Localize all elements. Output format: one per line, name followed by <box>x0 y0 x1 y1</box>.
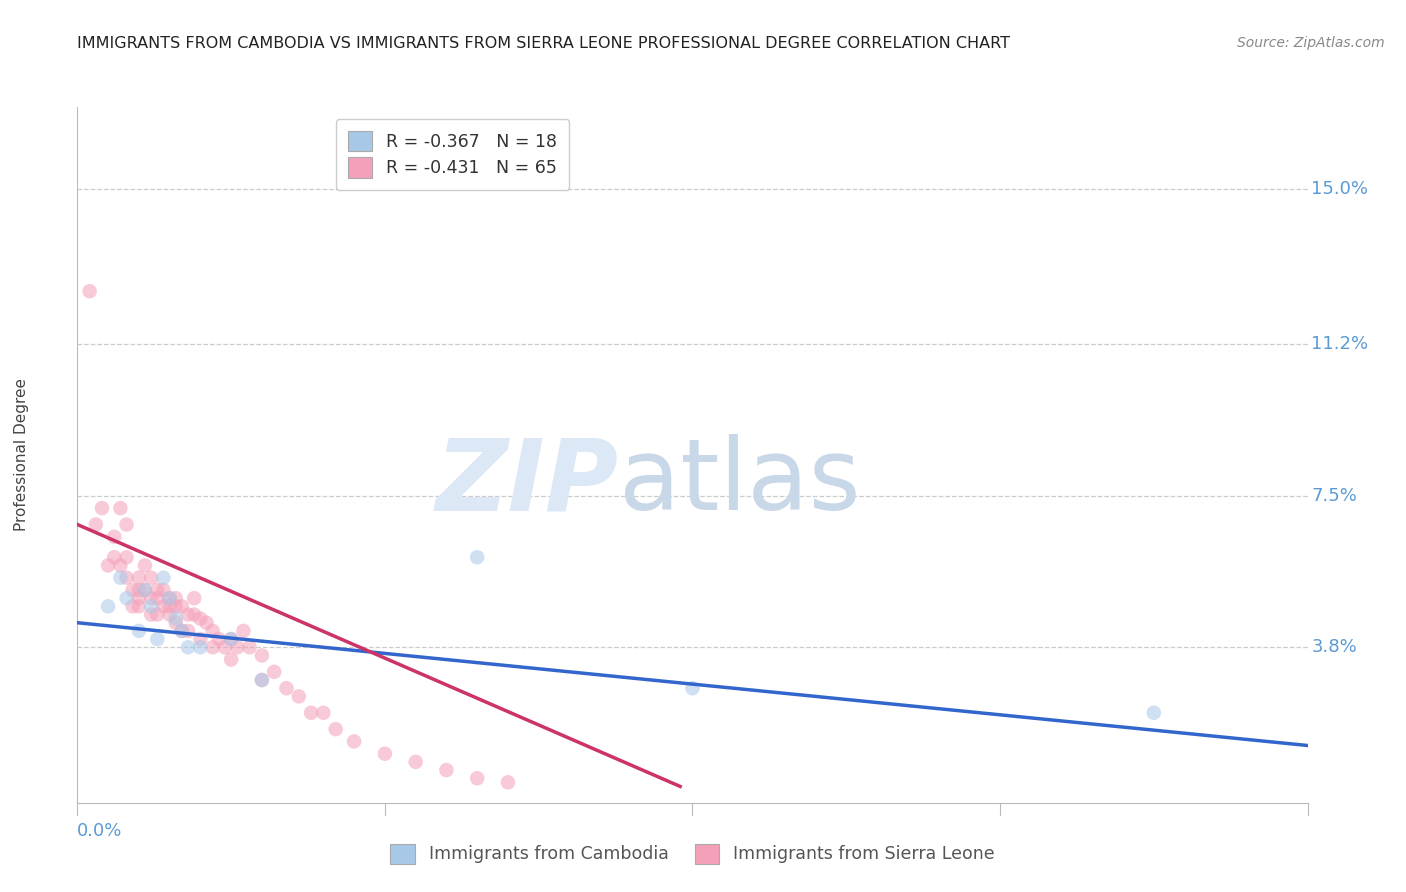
Point <box>170 599 193 614</box>
Point <box>219 632 242 646</box>
Point <box>141 571 163 585</box>
Point <box>152 571 174 585</box>
Point <box>325 722 347 736</box>
Point <box>146 632 169 646</box>
Point <box>170 624 193 638</box>
Point <box>343 734 366 748</box>
Point <box>128 624 150 638</box>
Point <box>214 640 236 655</box>
Point <box>226 640 249 655</box>
Text: atlas: atlas <box>619 434 860 532</box>
Point <box>128 571 150 585</box>
Text: Professional Degree: Professional Degree <box>14 378 30 532</box>
Point <box>152 582 174 597</box>
Point <box>195 615 218 630</box>
Text: IMMIGRANTS FROM CAMBODIA VS IMMIGRANTS FROM SIERRA LEONE PROFESSIONAL DEGREE COR: IMMIGRANTS FROM CAMBODIA VS IMMIGRANTS F… <box>77 36 1011 51</box>
Point <box>128 599 150 614</box>
Point <box>84 517 107 532</box>
Point <box>682 681 704 696</box>
Point <box>312 706 335 720</box>
Point <box>165 612 187 626</box>
Point <box>208 632 231 646</box>
Point <box>159 591 181 606</box>
Point <box>1143 706 1166 720</box>
Point <box>115 517 138 532</box>
Point <box>146 582 169 597</box>
Point <box>115 591 138 606</box>
Point <box>110 571 132 585</box>
Point <box>288 690 311 704</box>
Point <box>110 558 132 573</box>
Point <box>79 284 101 298</box>
Point <box>134 558 156 573</box>
Point <box>177 607 200 622</box>
Point <box>121 582 143 597</box>
Point <box>146 607 169 622</box>
Point <box>188 640 212 655</box>
Point <box>177 624 200 638</box>
Point <box>405 755 427 769</box>
Text: 0.0%: 0.0% <box>77 822 122 840</box>
Point <box>134 582 156 597</box>
Point <box>188 632 212 646</box>
Point <box>165 591 187 606</box>
Legend: Immigrants from Cambodia, Immigrants from Sierra Leone: Immigrants from Cambodia, Immigrants fro… <box>380 833 1005 874</box>
Point <box>299 706 322 720</box>
Point <box>170 624 193 638</box>
Point <box>165 599 187 614</box>
Point <box>103 550 125 565</box>
Point <box>90 501 114 516</box>
Point <box>183 591 205 606</box>
Point <box>219 632 242 646</box>
Point <box>128 582 150 597</box>
Point <box>496 775 519 789</box>
Point <box>232 624 254 638</box>
Point <box>141 591 163 606</box>
Point <box>110 501 132 516</box>
Point <box>183 607 205 622</box>
Point <box>177 640 200 655</box>
Point <box>374 747 396 761</box>
Point <box>159 591 181 606</box>
Text: 11.2%: 11.2% <box>1312 335 1368 353</box>
Point <box>263 665 285 679</box>
Text: 15.0%: 15.0% <box>1312 180 1368 198</box>
Text: 3.8%: 3.8% <box>1312 639 1357 657</box>
Point <box>97 558 120 573</box>
Point <box>115 550 138 565</box>
Point <box>250 673 273 687</box>
Point <box>465 771 488 785</box>
Point <box>159 599 181 614</box>
Point <box>465 550 488 565</box>
Text: 7.5%: 7.5% <box>1312 487 1357 505</box>
Point <box>188 612 212 626</box>
Point <box>103 530 125 544</box>
Point <box>128 591 150 606</box>
Text: ZIP: ZIP <box>436 434 619 532</box>
Point <box>201 640 224 655</box>
Point <box>239 640 262 655</box>
Point <box>250 673 273 687</box>
Point <box>250 648 273 663</box>
Text: Source: ZipAtlas.com: Source: ZipAtlas.com <box>1237 36 1385 50</box>
Point <box>146 591 169 606</box>
Point <box>159 607 181 622</box>
Point <box>201 624 224 638</box>
Point <box>436 763 458 777</box>
Point <box>276 681 298 696</box>
Point <box>115 571 138 585</box>
Point <box>134 582 156 597</box>
Point <box>165 615 187 630</box>
Point <box>219 652 242 666</box>
Point <box>141 607 163 622</box>
Point <box>141 599 163 614</box>
Point <box>97 599 120 614</box>
Point <box>121 599 143 614</box>
Point <box>152 599 174 614</box>
